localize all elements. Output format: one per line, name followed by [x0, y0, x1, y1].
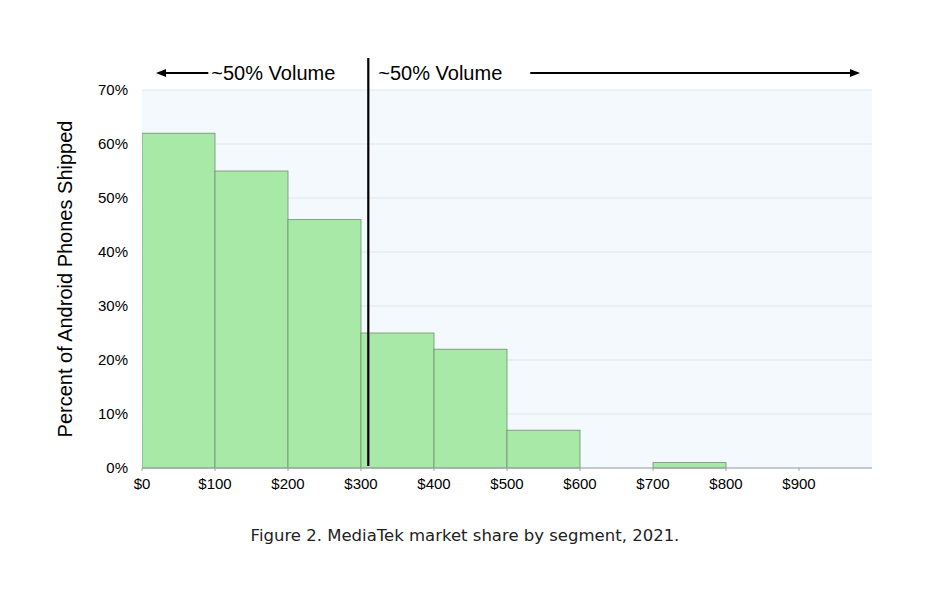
annotation-arrowhead [156, 69, 166, 77]
x-tick [361, 468, 362, 471]
x-tick-label: $900 [782, 475, 815, 492]
x-tick-label: $300 [344, 475, 377, 492]
y-tick-label: 40% [98, 243, 128, 260]
bar [434, 349, 507, 468]
y-axis-label: Percent of Android Phones Shipped [54, 121, 76, 438]
x-tick-label: $800 [709, 475, 742, 492]
y-tick-label: 70% [98, 81, 128, 98]
x-tick [507, 468, 508, 471]
bar [507, 430, 580, 468]
annotation-arrow [162, 72, 208, 74]
x-tick [726, 468, 727, 471]
y-tick-label: 50% [98, 189, 128, 206]
x-tick [434, 468, 435, 471]
y-tick-label: 30% [98, 297, 128, 314]
bar [142, 133, 215, 468]
y-tick-label: 60% [98, 135, 128, 152]
annotation-arrow [530, 72, 854, 74]
y-tick-label: 20% [98, 351, 128, 368]
x-tick-label: $700 [636, 475, 669, 492]
annotation-arrowhead [850, 69, 860, 77]
x-tick [799, 468, 800, 471]
chart: 0% 10% 20% 30% 40% 50% 60% 70% $0 $100 $200 $300 $40… [0, 0, 929, 611]
annotation: ~50% Volume [211, 62, 335, 84]
grid-line [142, 90, 872, 91]
bar [361, 333, 434, 468]
x-tick-label: $400 [417, 475, 450, 492]
x-tick [288, 468, 289, 471]
x-tick [142, 468, 143, 471]
x-tick [215, 468, 216, 471]
chart-title: Figure 2. MediaTek market share by segme… [251, 526, 680, 545]
annotation: ~50% Volume [378, 62, 502, 84]
y-tick-label: 10% [98, 405, 128, 422]
bar [288, 220, 361, 468]
bar [215, 171, 288, 468]
divider-line [367, 58, 369, 466]
bars [142, 133, 726, 468]
x-tick [653, 468, 654, 471]
x-tick [580, 468, 581, 471]
x-tick-label: $500 [490, 475, 523, 492]
x-tick-label: $200 [271, 475, 304, 492]
y-tick-label: 0% [106, 459, 128, 476]
plot-background [142, 90, 872, 468]
x-tick-label: $100 [198, 475, 231, 492]
grid-line [142, 144, 872, 145]
bar [653, 463, 726, 468]
x-tick-label: $0 [134, 475, 151, 492]
x-tick-label: $600 [563, 475, 596, 492]
